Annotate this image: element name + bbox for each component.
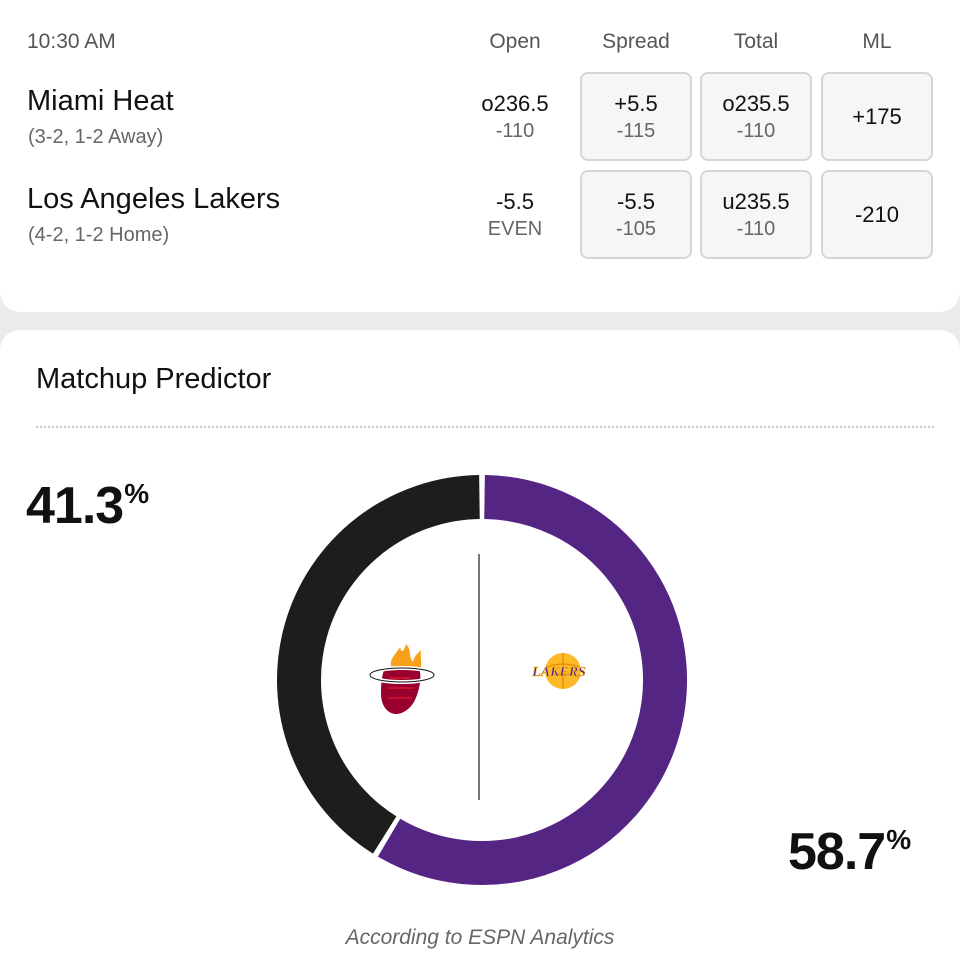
total-odds: -110: [736, 119, 776, 142]
moneyline-odds: -210: [854, 201, 900, 227]
header-ml: ML: [862, 30, 892, 53]
away-win-pct-value: 41.3: [26, 477, 124, 535]
team-record-home: (4-2, 1-2 Home): [28, 224, 170, 246]
percent-sign: %: [124, 478, 149, 509]
total-line: o235.5: [722, 90, 790, 116]
home-win-pct-value: 58.7: [788, 823, 886, 881]
team-name-away[interactable]: Miami Heat: [27, 85, 174, 117]
open-line-away: o236.5 -110: [460, 91, 570, 143]
moneyline-odds: +175: [852, 103, 902, 129]
home-win-probability: 58.7%: [788, 822, 911, 882]
open-line-main: -5.5: [496, 189, 534, 214]
open-line-odds: -110: [495, 120, 535, 142]
lakers-logo-text: LAKERS: [531, 665, 586, 680]
away-probability-arc: [277, 475, 480, 854]
home-probability-arc: [377, 475, 687, 885]
predictor-title: Matchup Predictor: [36, 363, 272, 395]
total-odds: -110: [736, 217, 776, 240]
open-line-odds: EVEN: [487, 218, 543, 240]
header-total: Total: [733, 30, 779, 53]
total-button-away[interactable]: o235.5 -110: [700, 72, 812, 161]
lakers-logo-icon: LAKERS: [531, 653, 586, 689]
header-open: Open: [489, 30, 541, 53]
team-name-home[interactable]: Los Angeles Lakers: [27, 183, 281, 215]
divider: [36, 426, 934, 428]
spread-line: -5.5: [617, 188, 655, 214]
spread-odds: -115: [616, 119, 656, 142]
moneyline-button-home[interactable]: -210: [821, 170, 933, 259]
heat-logo-icon: [368, 644, 436, 714]
win-probability-donut: LAKERS: [277, 475, 687, 885]
spread-button-home[interactable]: -5.5 -105: [580, 170, 692, 259]
team-record-away: (3-2, 1-2 Away): [28, 126, 164, 148]
header-spread: Spread: [602, 30, 670, 53]
spread-line: +5.5: [614, 90, 658, 116]
moneyline-button-away[interactable]: +175: [821, 72, 933, 161]
spread-odds: -105: [615, 217, 657, 240]
open-line-main: o236.5: [481, 91, 549, 116]
analytics-caption: According to ESPN Analytics: [345, 926, 615, 949]
total-line: u235.5: [722, 188, 790, 214]
game-time: 10:30 AM: [27, 30, 116, 53]
away-win-probability: 41.3%: [26, 476, 149, 536]
matchup-predictor-card: Matchup Predictor 41.3% LAKERS 58.7% Acc…: [0, 330, 960, 971]
odds-card: 10:30 AM Open Spread Total ML Miami Heat…: [0, 0, 960, 312]
spread-button-away[interactable]: +5.5 -115: [580, 72, 692, 161]
percent-sign: %: [886, 824, 911, 855]
open-line-home: -5.5 EVEN: [460, 189, 570, 241]
total-button-home[interactable]: u235.5 -110: [700, 170, 812, 259]
